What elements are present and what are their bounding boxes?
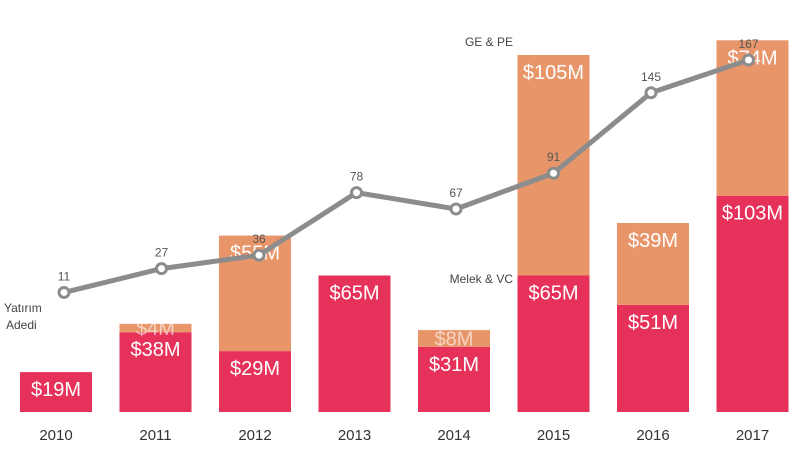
- line-point-2011: [155, 262, 168, 276]
- x-tick-label-2011: 2011: [139, 427, 171, 444]
- bar-label-melek-vc-2016: $51M: [628, 312, 678, 334]
- line-layer: 11 27 36 78 67 91 145 167: [57, 37, 759, 299]
- investment-count-line: [61, 57, 751, 295]
- line-point-2017: [742, 53, 755, 67]
- line-point-label-2010: 11: [58, 269, 71, 283]
- bar-melek-vc-2016: [617, 304, 689, 412]
- bar-ge-pe-2011: [119, 323, 192, 333]
- x-tick-label-2016: 2016: [636, 427, 669, 444]
- bar-melek-vc-2011: [119, 332, 192, 412]
- bottom-series-annotation: Melek & VC: [450, 272, 514, 286]
- x-tick-label-2015: 2015: [537, 427, 570, 444]
- x-tick-label-2014: 2014: [437, 427, 470, 444]
- line-point-label-2011: 27: [155, 246, 169, 260]
- line-point-label-2017: 167: [738, 37, 758, 51]
- x-axis: 2010 2011 2012 2013 2014 2015 2016 2017: [39, 427, 769, 444]
- bar-melek-vc-2014: [418, 346, 490, 412]
- line-point-2013: [350, 186, 363, 200]
- bar-melek-vc-2010: [20, 372, 92, 412]
- bar-ge-pe-2016: [617, 223, 689, 305]
- bars-layer: $19M$38M$4M$29M$55M$65M$31M$8M$65M$105M$…: [20, 40, 789, 412]
- bar-ge-pe-2014: [418, 330, 490, 347]
- line-point-label-2015: 91: [547, 150, 561, 164]
- bar-label-melek-vc-2015: $65M: [528, 283, 578, 305]
- bar-melek-vc-2017: [716, 195, 789, 412]
- bar-ge-pe-2015: [517, 55, 590, 276]
- line-point-2015: [547, 166, 560, 180]
- bar-melek-vc-2012: [219, 351, 291, 412]
- bar-label-ge-pe-2015: $105M: [523, 62, 584, 84]
- line-point-label-2014: 67: [449, 186, 463, 200]
- bar-label-melek-vc-2013: $65M: [329, 283, 379, 305]
- x-tick-label-2012: 2012: [238, 427, 271, 444]
- line-point-label-2012: 36: [252, 232, 266, 246]
- line-point-label-2013: 78: [350, 170, 364, 184]
- bar-label-melek-vc-2012: $29M: [230, 358, 280, 380]
- bar-label-ge-pe-2014: $8M: [435, 329, 474, 351]
- line-point-2016: [644, 86, 658, 100]
- line-series-label-line2: Adedi: [6, 318, 37, 332]
- line-point-2012: [252, 248, 266, 262]
- line-series-label-line1: Yatırım: [4, 301, 42, 315]
- bar-label-melek-vc-2011: $38M: [130, 339, 180, 361]
- x-tick-label-2010: 2010: [39, 427, 72, 444]
- bar-label-melek-vc-2014: $31M: [429, 354, 479, 376]
- bar-melek-vc-2015: [517, 275, 590, 412]
- bar-label-melek-vc-2010: $19M: [31, 379, 81, 401]
- x-tick-label-2013: 2013: [338, 427, 371, 444]
- line-point-label-2016: 145: [641, 70, 661, 84]
- bar-label-ge-pe-2011: $4M: [136, 318, 175, 340]
- bar-label-melek-vc-2017: $103M: [722, 203, 783, 225]
- bar-label-ge-pe-2016: $39M: [628, 230, 678, 252]
- bar-melek-vc-2013: [318, 275, 391, 412]
- line-point-2014: [449, 202, 463, 216]
- x-tick-label-2017: 2017: [736, 427, 769, 444]
- top-series-annotation: GE & PE: [465, 35, 513, 49]
- line-point-2010: [57, 285, 71, 299]
